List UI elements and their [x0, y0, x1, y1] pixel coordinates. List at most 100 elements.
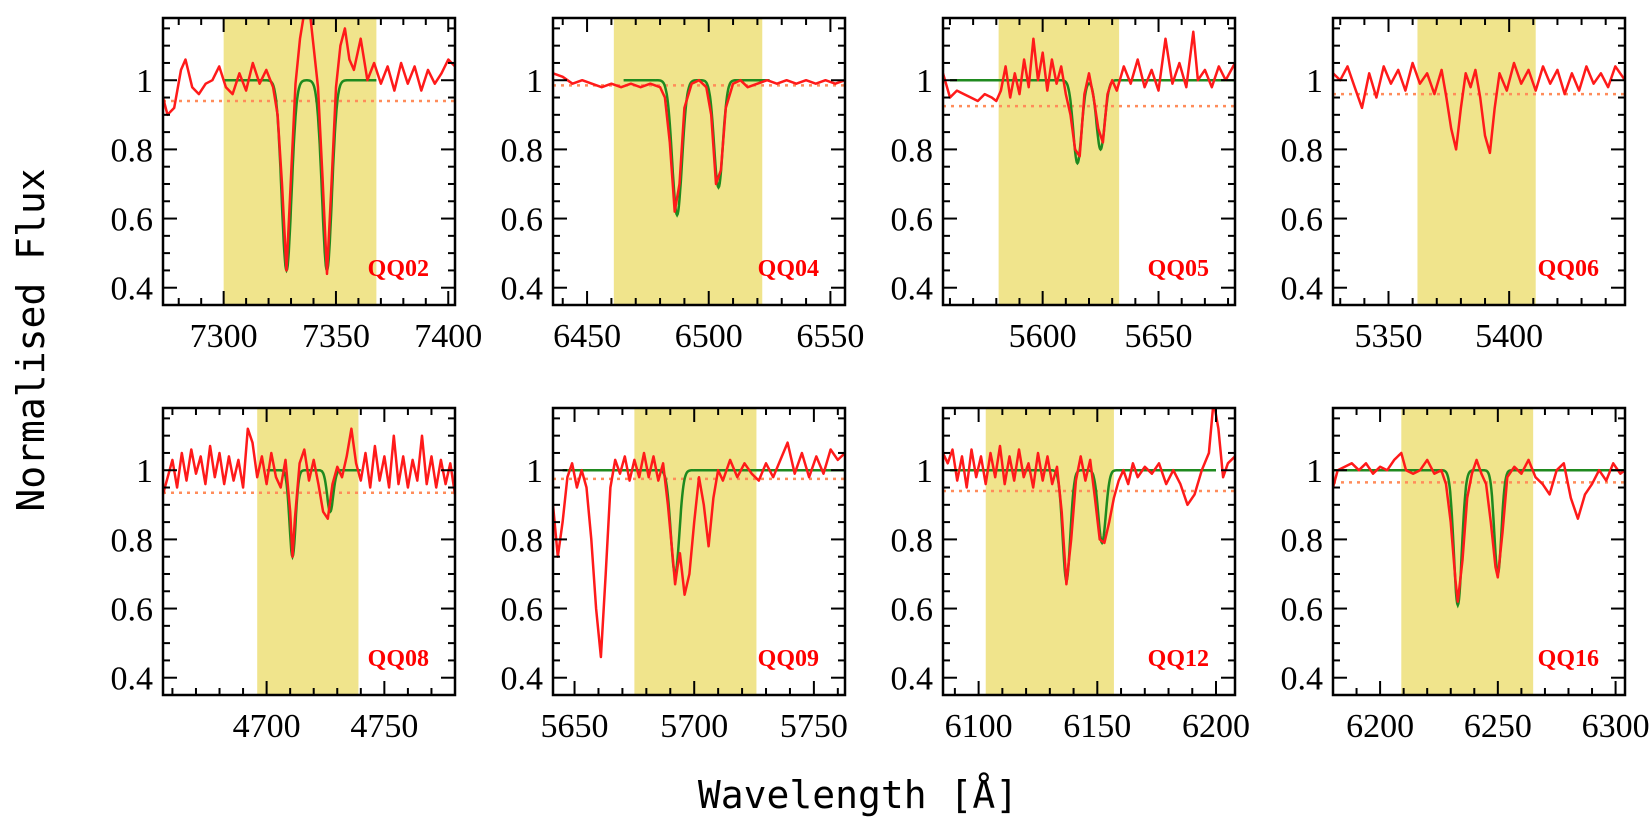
- highlight-band: [257, 408, 359, 695]
- y-tick-label: 0.8: [1281, 522, 1324, 559]
- y-tick-label: 1: [136, 63, 153, 100]
- panel-label: QQ12: [1148, 646, 1209, 672]
- y-tick-label: 0.4: [501, 661, 544, 698]
- x-tick-label: 5650: [541, 708, 609, 745]
- y-tick-label: 0.4: [891, 661, 934, 698]
- plot-area: [1333, 408, 1625, 695]
- x-tick-label: 5700: [660, 708, 728, 745]
- x-tick-label: 6500: [675, 318, 743, 355]
- highlight-band: [223, 18, 377, 305]
- x-tick-label: 4750: [350, 708, 418, 745]
- y-tick-label: 0.8: [501, 522, 544, 559]
- plot-area: [1333, 18, 1625, 305]
- highlight-band: [634, 408, 757, 695]
- panel-label: QQ04: [758, 256, 819, 282]
- y-tick-label: 1: [1306, 453, 1323, 490]
- spectrum-line: [553, 72, 845, 213]
- panel-qq16: 6200 6250 6300 0.4 0.6 0.8 1 QQ16: [1281, 406, 1650, 745]
- y-tick-label: 0.6: [501, 592, 544, 629]
- y-tick-label: 0.8: [891, 522, 934, 559]
- y-tick-label: 0.4: [111, 661, 154, 698]
- spectrum-line: [943, 30, 1235, 158]
- x-tick-label: 5350: [1355, 318, 1423, 355]
- highlight-band: [1401, 408, 1534, 695]
- y-tick-label: 1: [916, 453, 933, 490]
- spectrum-line: [163, 427, 455, 558]
- panel-label: QQ16: [1538, 646, 1599, 672]
- y-tick-label: 0.6: [1281, 202, 1324, 239]
- spectrum-line: [553, 441, 845, 659]
- y-tick-label: 0.4: [1281, 271, 1324, 308]
- panel-qq09: 5650 5700 5750 0.4 0.6 0.8 1 QQ09: [501, 406, 848, 745]
- x-tick-label: 6250: [1464, 708, 1532, 745]
- x-tick-label: 5750: [780, 708, 848, 745]
- x-tick-label: 7400: [414, 318, 482, 355]
- x-tick-label: 6200: [1346, 708, 1414, 745]
- panel-qq12: 6100 6150 6200 0.4 0.6 0.8 1 QQ12: [891, 406, 1250, 745]
- spectrum-line: [163, 18, 455, 276]
- x-tick-label: 4700: [233, 708, 301, 745]
- model-line: [562, 468, 845, 577]
- panel-frame: [1331, 16, 1627, 307]
- y-tick-label: 0.4: [111, 271, 154, 308]
- x-tick-label: 6200: [1182, 708, 1250, 745]
- panel-frame: [161, 406, 457, 697]
- plot-area: [553, 408, 845, 695]
- plot-area: [163, 18, 455, 305]
- y-tick-label: 0.4: [1281, 661, 1324, 698]
- x-tick-label: 5400: [1475, 318, 1543, 355]
- x-tick-label: 7350: [302, 318, 370, 355]
- plot-area: [943, 18, 1235, 305]
- highlight-band: [985, 408, 1114, 695]
- x-tick-label: 7300: [190, 318, 258, 355]
- y-tick-label: 0.6: [891, 202, 934, 239]
- x-tick-label: 5600: [1009, 318, 1077, 355]
- spectrum-line: [943, 408, 1235, 586]
- y-tick-label: 1: [1306, 63, 1323, 100]
- plot-area: [943, 408, 1235, 695]
- spectrum-line: [1333, 61, 1625, 155]
- panel-frame: [941, 406, 1237, 697]
- highlight-band: [1417, 18, 1536, 305]
- x-tick-label: 6300: [1582, 708, 1650, 745]
- panel-qq06: 5350 5400 0.4 0.6 0.8 1 QQ06: [1281, 16, 1627, 355]
- y-tick-label: 0.6: [501, 202, 544, 239]
- y-tick-label: 0.8: [111, 522, 154, 559]
- y-tick-label: 0.8: [891, 132, 934, 169]
- panel-label: QQ06: [1538, 256, 1599, 282]
- y-tick-label: 0.4: [501, 271, 544, 308]
- y-tick-label: 1: [526, 63, 543, 100]
- x-tick-label: 6450: [553, 318, 621, 355]
- y-tick-label: 0.6: [111, 592, 154, 629]
- model-line: [266, 468, 361, 561]
- panel-frame: [551, 406, 847, 697]
- y-tick-label: 0.6: [111, 202, 154, 239]
- panel-label: QQ05: [1148, 256, 1209, 282]
- panel-frame: [551, 16, 847, 307]
- plot-area: [163, 408, 455, 695]
- spectrum-line: [1333, 451, 1625, 603]
- panel-label: QQ08: [368, 646, 429, 672]
- panels-group: 7300 7350 7400 0.4 0.6 0.8 1 QQ02 6450 6500 6550 0.…: [111, 16, 1650, 745]
- x-tick-label: 6100: [945, 708, 1013, 745]
- y-tick-label: 0.8: [111, 132, 154, 169]
- panel-qq04: 6450 6500 6550 0.4 0.6 0.8 1 QQ04: [501, 16, 864, 355]
- x-tick-label: 6550: [796, 318, 864, 355]
- x-axis-title: Wavelength [Å]: [698, 773, 1018, 817]
- y-tick-label: 0.8: [501, 132, 544, 169]
- y-tick-label: 0.6: [1281, 592, 1324, 629]
- panel-label: QQ02: [368, 256, 429, 282]
- y-tick-label: 0.4: [891, 271, 934, 308]
- highlight-band: [613, 18, 763, 305]
- x-tick-label: 5650: [1125, 318, 1193, 355]
- y-tick-label: 0.8: [1281, 132, 1324, 169]
- panel-label: QQ09: [758, 646, 819, 672]
- panel-qq05: 5600 5650 0.4 0.6 0.8 1 QQ05: [891, 16, 1237, 355]
- y-tick-label: 1: [916, 63, 933, 100]
- plot-area: [553, 18, 845, 305]
- y-tick-label: 1: [136, 453, 153, 490]
- highlight-band: [998, 18, 1120, 305]
- x-tick-label: 6150: [1063, 708, 1131, 745]
- y-axis-title: Normalised Flux: [9, 168, 53, 511]
